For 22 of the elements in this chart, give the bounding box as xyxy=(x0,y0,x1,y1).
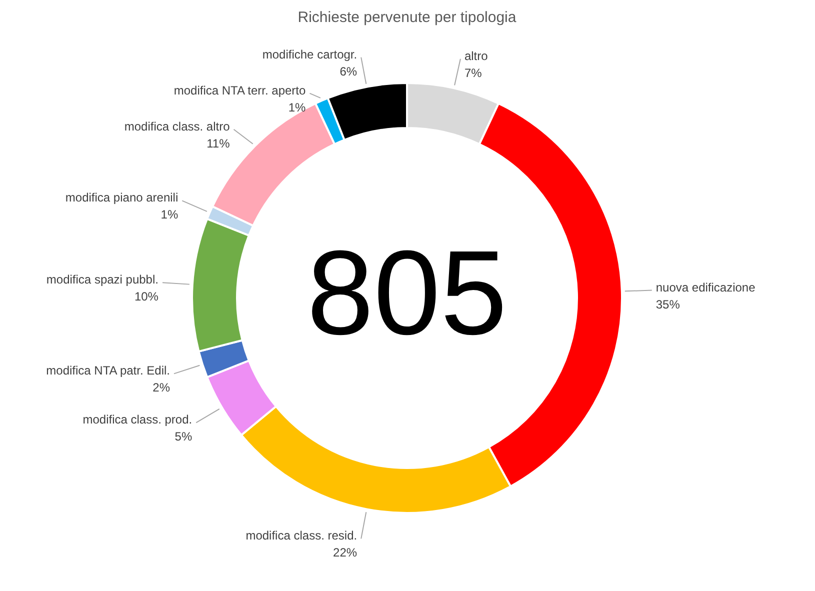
slice-label: modifica piano arenili xyxy=(65,190,178,205)
text: 805 xyxy=(306,226,508,360)
slice-label: modifica class. resid. xyxy=(246,528,358,543)
data-label: 22% xyxy=(333,546,358,560)
slice-label: modifica class. altro xyxy=(124,119,230,134)
data-label: 1% xyxy=(160,208,178,222)
slice-label: modifica NTA patr. Edil. xyxy=(46,364,170,378)
data-label: 11% xyxy=(206,136,230,150)
slice-label: modifica spazi pubbl. xyxy=(46,272,158,287)
data-label: 10% xyxy=(134,290,159,304)
data-label: 5% xyxy=(174,430,192,444)
slice-label: modifiche cartogr. xyxy=(262,47,358,62)
chart-title: Richieste pervenute per tipologia xyxy=(298,9,517,26)
slice-label: altro xyxy=(464,48,488,63)
slice-label: nuova edificazione xyxy=(656,280,756,294)
data-label: 7% xyxy=(464,66,482,80)
data-label: 2% xyxy=(152,380,170,395)
slice-label: modifica NTA terr. aperto xyxy=(174,83,306,98)
slice-label: modifica class. prod. xyxy=(82,412,192,427)
data-label: 6% xyxy=(340,64,358,78)
data-label: 35% xyxy=(656,297,680,312)
data-label: 1% xyxy=(288,100,306,114)
